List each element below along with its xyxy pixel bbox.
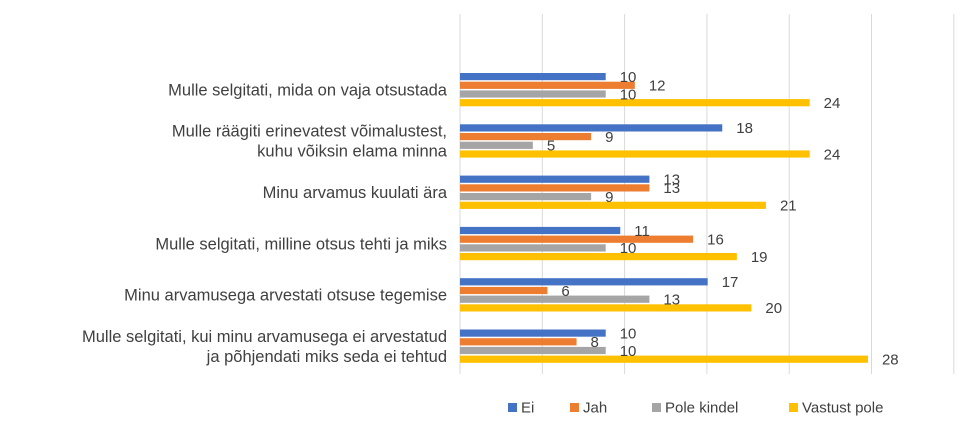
bar [460,81,635,89]
bar [460,90,606,98]
legend-swatch [789,403,798,412]
category-label: Mulle selgitati, milline otsus tehti ja … [155,235,447,253]
data-label: 9 [605,189,613,206]
data-label: 8 [591,334,599,351]
bar [460,355,868,363]
data-label: 28 [882,351,899,368]
bar [460,175,650,183]
bars [460,73,868,363]
category-label: ja põhjendati miks seda ei tehtud [206,348,447,366]
category-label: kuhu võiksin elama minna [257,143,448,161]
data-label: 18 [736,120,753,137]
bar [460,226,621,235]
bar [460,329,606,337]
data-label: 10 [620,240,637,257]
bar [460,99,810,107]
data-labels: 10 18 13 11 17 10 12 9 13 16 6 8 10 5 9 10 13 10 24 24 21 19 2… [547,69,899,369]
data-label: 11 [634,223,650,240]
data-label: 19 [751,249,768,266]
bar [460,295,650,303]
bar [460,286,548,295]
bar [460,73,606,81]
bar [460,201,766,209]
data-label: 20 [765,300,782,317]
legend: Ei Jah Pole kindel Vastust pole [508,400,883,417]
category-labels: Mulle selgitati, mida on vaja otsustada M… [82,81,448,366]
bar [460,141,533,149]
data-label: 10 [620,69,637,86]
bar [460,184,650,192]
data-label: 12 [649,78,666,95]
legend-swatch [570,403,579,412]
bar [460,133,592,141]
bar [460,346,606,355]
data-label: 21 [780,198,797,215]
data-label: 24 [824,95,841,112]
legend-swatch [508,403,517,412]
bar [460,235,694,243]
bar [460,244,606,252]
bar [460,304,752,312]
data-label: 10 [620,86,637,103]
data-label: 10 [620,343,637,360]
data-label: 13 [663,291,680,308]
legend-swatch [652,403,661,412]
legend-label: Pole kindel [665,400,738,417]
data-label: 9 [605,129,613,146]
data-label: 6 [561,283,569,300]
data-label: 24 [824,146,841,163]
bar [460,150,810,158]
category-label: Mulle selgitati, kui minu arvamusega ei … [82,328,447,346]
category-label: Minu arvamus kuulati ära [263,184,448,202]
data-label: 10 [620,325,637,342]
bar [460,338,577,346]
legend-label: Ei [521,400,534,417]
category-label: Minu arvamusega arvestati otsuse tegemis… [124,287,447,305]
bar [460,124,723,132]
category-label: Mulle selgitati, mida on vaja otsustada [168,81,448,99]
data-label: 17 [722,274,739,291]
data-label: 13 [663,180,680,197]
data-label: 5 [547,138,555,155]
data-label: 13 [663,171,680,188]
category-label: Mulle räägiti erinevatest võimalustest, [172,123,447,141]
bar [460,253,737,261]
bar [460,278,708,286]
legend-label: Jah [583,400,607,417]
legend-label: Vastust pole [802,400,883,417]
data-label: 16 [707,231,724,248]
bar [460,193,592,201]
